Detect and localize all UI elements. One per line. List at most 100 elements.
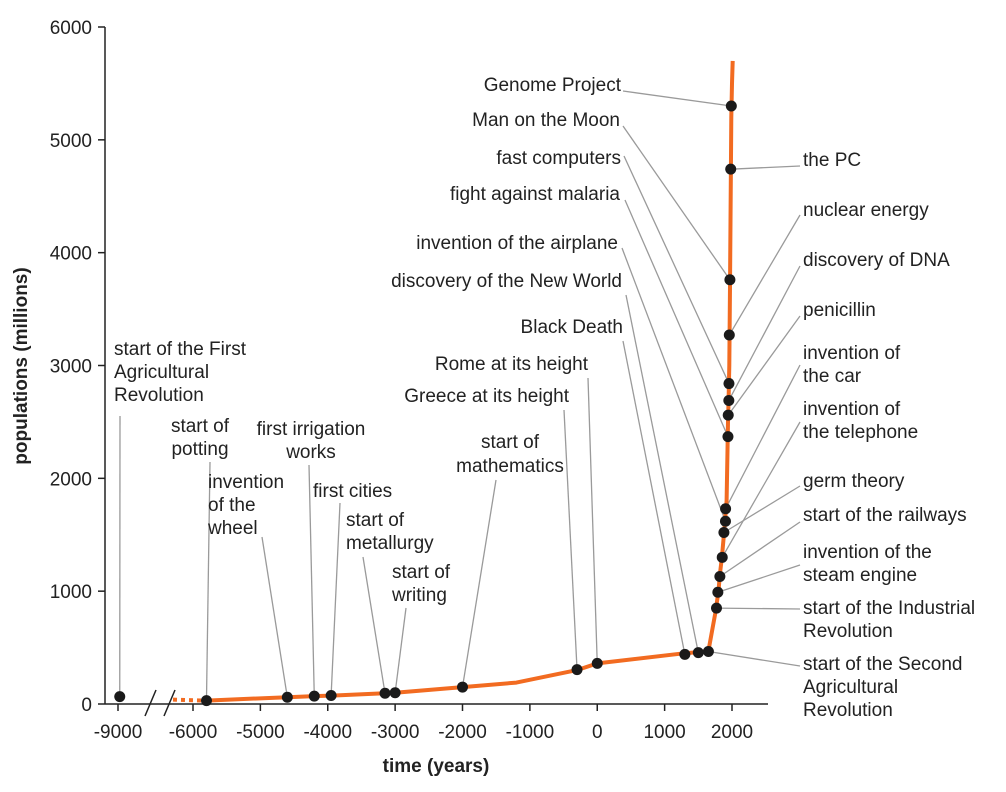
- leader-line: [728, 265, 801, 401]
- event-point: [723, 394, 735, 406]
- leader-line: [730, 165, 801, 170]
- y-tick-label: 0: [81, 695, 92, 716]
- event-label: Man on the Moon: [472, 110, 620, 131]
- leader-line: [624, 199, 729, 437]
- x-tick-label: 1000: [643, 722, 685, 743]
- x-tick-label: -2000: [438, 722, 487, 743]
- event-label: invention of the telephone: [803, 399, 918, 443]
- leader-line: [728, 214, 801, 336]
- leader-lines: [119, 90, 801, 701]
- event-label: the PC: [803, 150, 861, 171]
- event-label: invention of the car: [803, 343, 901, 387]
- leader-line: [622, 90, 732, 107]
- event-point: [325, 690, 337, 702]
- event-label: start of potting: [171, 416, 230, 460]
- population-curve-layer: [172, 60, 735, 703]
- y-axis-title: populations (millions): [11, 267, 32, 464]
- leader-line: [723, 485, 801, 534]
- event-label: fight against malaria: [450, 184, 620, 205]
- event-point: [114, 691, 126, 703]
- x-tick-label: -4000: [303, 722, 352, 743]
- event-label: discovery of the New World: [391, 271, 622, 292]
- axis-break-mark-right: [163, 689, 176, 717]
- leader-line: [261, 536, 288, 698]
- leader-line: [623, 155, 730, 384]
- event-point: [308, 690, 320, 702]
- x-tick-label: 0: [592, 722, 603, 743]
- leader-line: [362, 556, 386, 694]
- x-tick-label: -6000: [169, 722, 218, 743]
- event-point: [725, 163, 737, 175]
- event-point: [714, 570, 726, 582]
- event-label: nuclear energy: [803, 200, 929, 221]
- event-point: [724, 274, 736, 286]
- event-point: [723, 329, 735, 341]
- event-point: [725, 100, 737, 112]
- x-tick-label: -1000: [506, 722, 555, 743]
- event-point: [679, 648, 691, 660]
- y-tick-label: 1000: [50, 582, 92, 603]
- leader-line: [563, 409, 578, 670]
- leader-line: [719, 521, 801, 578]
- leader-line: [717, 564, 801, 593]
- event-point: [720, 503, 732, 515]
- event-label: start of the Second Agricultural Revolutio…: [803, 654, 963, 721]
- leader-line: [621, 247, 727, 522]
- event-label: first cities: [313, 481, 392, 502]
- event-label: invention of the steam engine: [803, 542, 932, 586]
- leader-line: [721, 421, 801, 558]
- event-point: [711, 602, 723, 614]
- event-label: start of the First Agricultural Revolution: [114, 339, 247, 406]
- event-label: Rome at its height: [435, 354, 589, 375]
- event-point: [712, 586, 724, 598]
- event-label: germ theory: [803, 471, 905, 492]
- leader-line: [394, 607, 407, 693]
- event-point: [457, 681, 468, 693]
- event-point: [723, 378, 735, 390]
- event-point: [591, 657, 603, 669]
- y-tick-label: 3000: [50, 357, 92, 378]
- leader-line: [708, 650, 801, 667]
- leader-line: [461, 479, 497, 688]
- leader-line: [725, 364, 801, 510]
- event-labels: start of the First Agricultural Revolution…: [114, 75, 975, 721]
- event-label: start of writing: [391, 562, 451, 606]
- y-tick-label: 2000: [50, 469, 92, 490]
- population-curve: [206, 60, 735, 703]
- axis-break-mark-left: [144, 689, 157, 717]
- y-tick-label: 5000: [50, 131, 92, 152]
- event-point: [716, 551, 728, 563]
- event-label: start of metallurgy: [346, 510, 434, 554]
- event-point: [722, 409, 734, 421]
- event-label: Greece at its height: [404, 386, 569, 407]
- event-point: [379, 687, 391, 699]
- event-label: Black Death: [521, 317, 623, 338]
- event-point: [719, 515, 731, 527]
- event-label: invention of the airplane: [416, 233, 618, 254]
- x-tick-label: -9000: [94, 722, 143, 743]
- leader-line: [716, 607, 801, 610]
- event-point: [200, 695, 212, 707]
- leader-line: [622, 125, 731, 281]
- event-label: start of the railways: [803, 505, 967, 526]
- y-tick-label: 6000: [50, 18, 92, 39]
- leader-line: [727, 315, 801, 416]
- event-point: [281, 691, 293, 703]
- leader-line: [587, 377, 598, 664]
- event-label: Genome Project: [484, 75, 622, 96]
- event-point: [718, 526, 730, 538]
- leader-line: [308, 464, 315, 697]
- x-tick-label: 2000: [711, 722, 753, 743]
- x-tick-label: -5000: [236, 722, 285, 743]
- leader-line: [622, 340, 686, 655]
- leader-line: [625, 294, 699, 653]
- event-point: [692, 647, 704, 659]
- event-points: [114, 100, 737, 707]
- event-label: discovery of DNA: [803, 250, 950, 271]
- y-ticks: 0 1000 2000 3000 4000 5000 6000: [50, 18, 105, 716]
- event-point: [702, 646, 714, 658]
- event-label: start of the Industrial Revolution: [803, 598, 975, 642]
- event-label: first irrigation works: [257, 419, 366, 463]
- event-label: fast computers: [496, 148, 621, 169]
